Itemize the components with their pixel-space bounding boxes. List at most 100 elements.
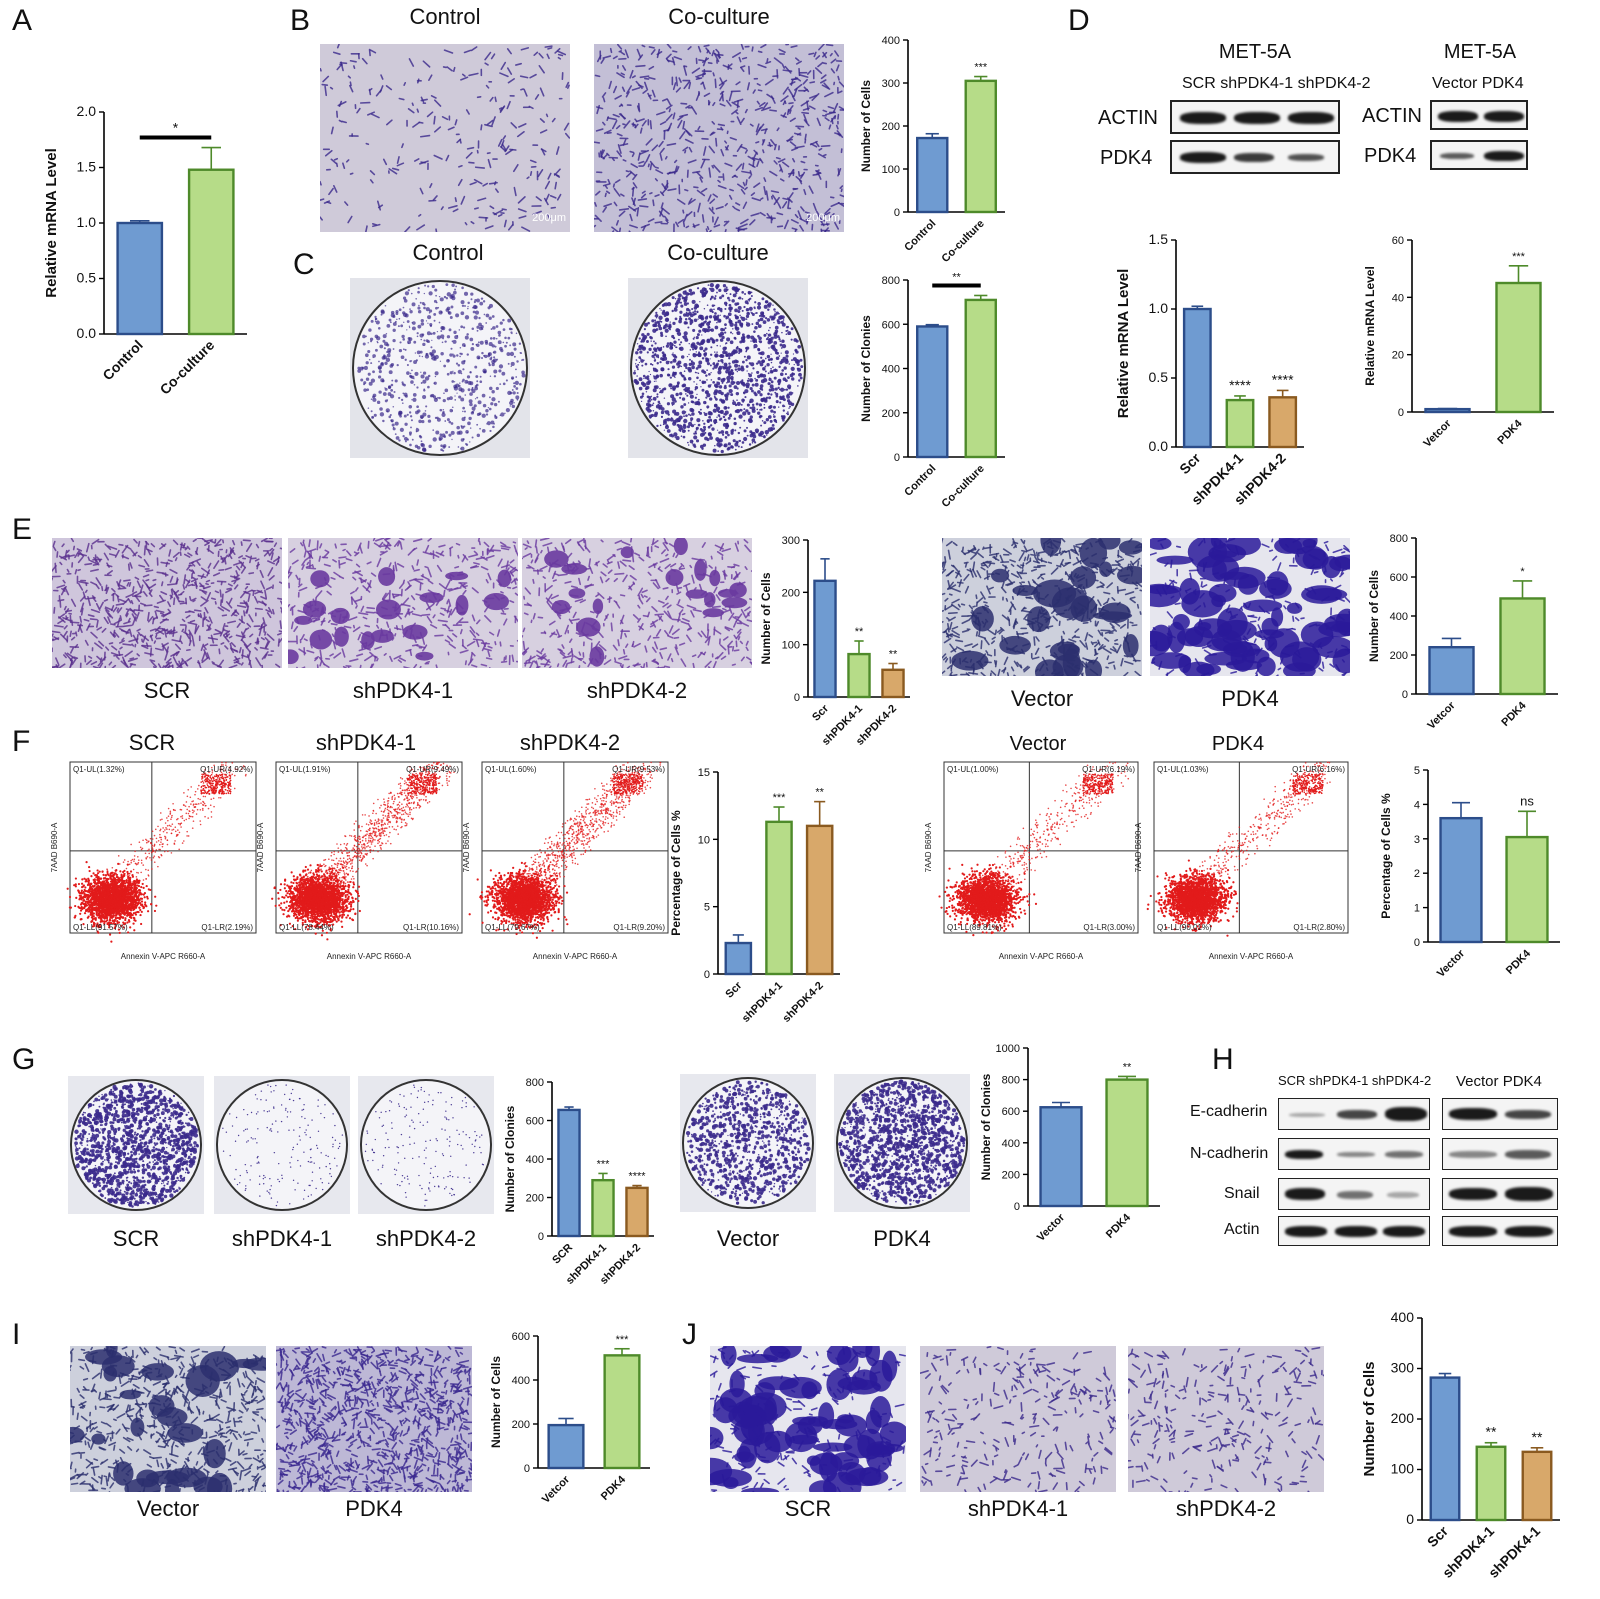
bar <box>1184 309 1210 447</box>
panel-label-c: C <box>293 250 315 280</box>
x-tick-label: Control <box>902 463 938 499</box>
significance-label: ** <box>889 649 898 661</box>
y-tick-label: 200 <box>882 408 900 420</box>
y-axis-label: Number of Clonies <box>979 1073 993 1180</box>
significance-label: * <box>173 120 179 136</box>
y-tick-label: 200 <box>782 587 800 599</box>
g-dish-shpdk4-1 <box>214 1076 350 1214</box>
d-row-label-pdk4-right: PDK4 <box>1364 146 1416 166</box>
bar <box>1425 409 1469 412</box>
bar <box>807 826 832 974</box>
y-tick-label: 0.0 <box>77 325 97 341</box>
y-tick-label: 400 <box>1390 611 1408 623</box>
y-tick-label: 2 <box>1414 868 1420 880</box>
bar <box>558 1110 579 1236</box>
h-blot-ncad-left <box>1278 1138 1430 1170</box>
bar <box>814 581 835 697</box>
significance-label: **** <box>1272 371 1294 387</box>
y-tick-label: 400 <box>882 364 900 376</box>
x-tick-label: Vetcor <box>540 1473 573 1506</box>
bar <box>1227 400 1253 447</box>
x-tick-label: Vetcor <box>1425 699 1458 732</box>
panel-label-j: J <box>682 1320 697 1350</box>
y-tick-label: 0 <box>794 692 800 704</box>
panel-label-g: G <box>12 1045 35 1075</box>
bar <box>882 670 903 697</box>
x-tick-label: PDK4 <box>1504 947 1534 977</box>
d-blot-left-lanes: SCR shPDK4-1 shPDK4-2 <box>1182 76 1371 92</box>
y-tick-label: 400 <box>526 1154 544 1166</box>
y-tick-label: 300 <box>882 78 900 90</box>
f-flow-plot-shpdk4-2: Q1-UL(1.60%)Q1-UR(9.53%)Q1-LL(79.67%)Q1-… <box>460 758 672 963</box>
y-tick-label: 600 <box>1390 572 1408 584</box>
flow-quadrant-ur: Q1-UR(4.92%) <box>200 765 253 774</box>
h-blot-snail-right <box>1442 1178 1558 1210</box>
flow-quadrant-lr: Q1-LR(3.00%) <box>1083 923 1135 932</box>
b-micrograph-coculture: 200μm <box>594 44 844 232</box>
h-lanes-right: Vector PDK4 <box>1456 1074 1542 1089</box>
y-tick-label: 40 <box>1392 292 1404 304</box>
x-tick-label: Scr <box>1424 1522 1452 1550</box>
panel-label-h: H <box>1212 1045 1234 1075</box>
y-tick-label: 0 <box>1402 689 1408 701</box>
y-tick-label: 200 <box>882 121 900 133</box>
significance-label: *** <box>974 62 988 74</box>
bar <box>966 81 996 212</box>
bar <box>766 822 791 974</box>
flow-quadrant-lr: Q1-LR(2.80%) <box>1293 923 1345 932</box>
e-micrograph-vector <box>942 538 1142 676</box>
flow-quadrant-ul: Q1-UL(1.60%) <box>485 765 537 774</box>
d-blot-right-lanes: Vector PDK4 <box>1432 76 1524 92</box>
y-tick-label: 200 <box>1002 1169 1020 1181</box>
bar <box>1523 1452 1552 1520</box>
b-caption-control: Control <box>320 6 570 28</box>
flow-quadrant-ur: Q1-UR(6.16%) <box>1292 765 1345 774</box>
h-row-ncadherin: N-cadherin <box>1190 1146 1268 1162</box>
y-tick-label: 0 <box>538 1231 544 1243</box>
panel-label-b: B <box>290 6 310 36</box>
bar <box>1431 1378 1460 1520</box>
g-caption-vector: Vector <box>680 1228 816 1250</box>
y-tick-label: 0 <box>704 969 710 981</box>
y-tick-label: 800 <box>1390 533 1408 545</box>
c-dish-control <box>350 278 530 458</box>
y-tick-label: 800 <box>882 275 900 287</box>
h-row-actin: Actin <box>1224 1222 1260 1238</box>
y-tick-label: 1000 <box>996 1043 1020 1055</box>
bar <box>726 943 751 974</box>
flow-y-axis-label: 7AAD B690-A <box>924 822 933 872</box>
i-micrograph-vector <box>70 1346 266 1492</box>
h-blot-ecad-left <box>1278 1098 1430 1130</box>
x-tick-label: Scr <box>723 979 745 1001</box>
y-tick-label: 15 <box>698 767 710 779</box>
j-caption-shpdk4-2: shPDK4-2 <box>1128 1498 1324 1520</box>
y-tick-label: 3 <box>1414 834 1420 846</box>
y-axis-label: Number of Cells <box>759 572 773 664</box>
h-blot-actin-left <box>1278 1216 1430 1246</box>
i-micrograph-pdk4 <box>276 1346 472 1492</box>
flow-quadrant-ll: Q1-LL(91.57%) <box>73 923 128 932</box>
y-tick-label: 0.5 <box>77 270 97 286</box>
d-row-label-actin: ACTIN <box>1098 108 1158 128</box>
panel-label-i: I <box>12 1320 20 1350</box>
y-axis-label: Number of Cells <box>1367 570 1381 662</box>
bar <box>592 1180 613 1236</box>
y-tick-label: 20 <box>1392 350 1404 362</box>
significance-label: ns <box>1520 793 1534 808</box>
bar <box>118 223 162 334</box>
x-tick-label: shPDK4-1 <box>740 980 785 1025</box>
bar <box>917 326 947 457</box>
y-tick-label: 0 <box>1414 937 1420 949</box>
panel-label-d: D <box>1068 6 1090 36</box>
bar <box>1477 1447 1506 1520</box>
y-tick-label: 1.0 <box>77 214 97 230</box>
significance-label: **** <box>628 1171 646 1183</box>
y-tick-label: 400 <box>1002 1138 1020 1150</box>
y-axis-label: Number of Cells <box>1361 1361 1378 1476</box>
